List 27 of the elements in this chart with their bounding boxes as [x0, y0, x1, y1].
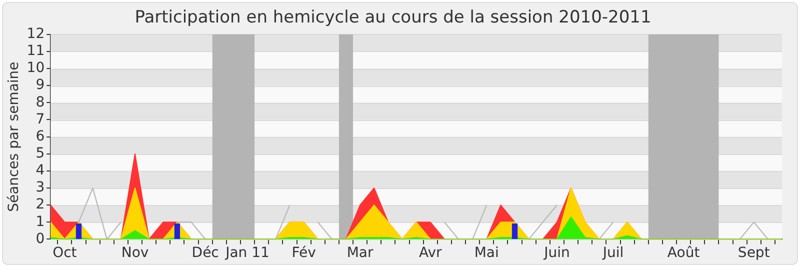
y-tick-label: 4: [36, 162, 45, 179]
y-tick-label: 12: [26, 26, 45, 42]
x-tick-label: Mai: [474, 245, 499, 262]
x-tick-label: Fév: [292, 245, 316, 262]
y-axis-title: Séances par semaine: [6, 62, 22, 212]
x-tick-label: Jan 11: [224, 245, 270, 262]
x-tick-label: Déc: [192, 245, 219, 262]
x-tick-label: Juil: [602, 245, 624, 262]
y-tick-label: 10: [26, 60, 45, 76]
y-tick-label: 6: [36, 128, 45, 144]
y-tick-label: 2: [36, 196, 45, 213]
y-tick-label: 5: [36, 146, 45, 162]
chart-title: Participation en hemicycle au cours de la session 2010-2011: [134, 8, 652, 28]
x-tick-label: Avr: [418, 245, 442, 262]
x-tick-label: Nov: [121, 245, 149, 262]
y-tick-label: 1: [36, 214, 45, 230]
y-tick-label: 0: [36, 230, 45, 247]
y-tick-label: 11: [26, 43, 45, 60]
y-tick-label: 8: [36, 94, 45, 110]
y-tick-label: 3: [36, 180, 45, 196]
x-tick-label: Mar: [346, 245, 374, 262]
y-tick-label: 7: [36, 111, 45, 128]
x-tick-label: Sept: [738, 245, 770, 262]
x-tick-label: Oct: [52, 245, 78, 262]
x-tick-label: Juin: [543, 245, 570, 262]
x-tick-label: Août: [667, 245, 700, 262]
y-tick-label: 9: [36, 77, 45, 94]
